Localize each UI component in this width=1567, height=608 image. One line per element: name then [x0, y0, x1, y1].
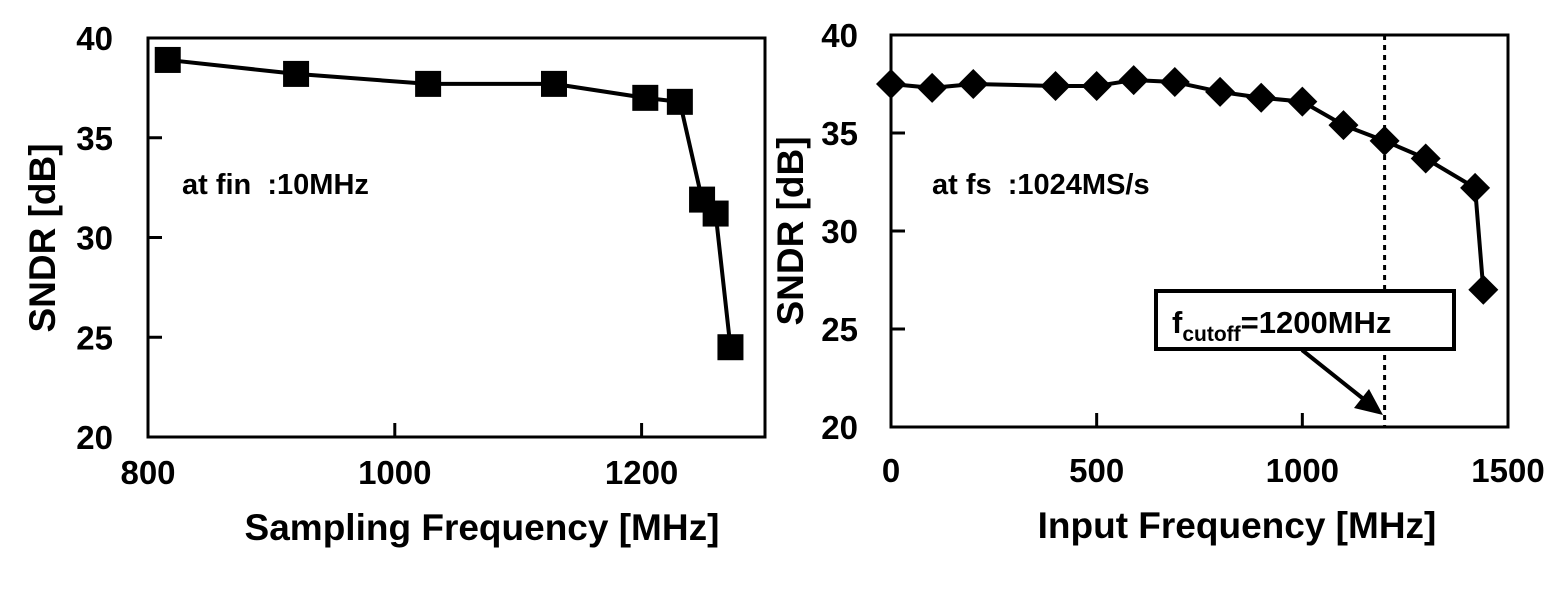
- y-tick-label: 25: [76, 319, 113, 356]
- y-tick-label: 20: [821, 409, 858, 446]
- chart-right: 0 500 1000 1500 20 25 30 35 40 at fs :1024MS/s f…: [770, 17, 1545, 546]
- data-point-diamond: [1460, 172, 1491, 203]
- data-point-square: [717, 334, 744, 361]
- y-tick-label: 20: [76, 419, 113, 456]
- data-point-diamond: [1081, 70, 1112, 101]
- y-tick-label: 40: [76, 20, 113, 57]
- cutoff-callout-arrowhead: [1354, 389, 1383, 415]
- data-point-diamond: [1287, 86, 1318, 117]
- data-point-square: [283, 60, 310, 87]
- chart-left-ticks: 800 1000 1200 20 25 30 35 40: [76, 20, 678, 491]
- y-tick-label: 30: [76, 220, 113, 257]
- cutoff-callout-arrow-line: [1300, 348, 1368, 403]
- data-point-diamond: [1159, 67, 1190, 98]
- data-point-diamond: [876, 69, 906, 99]
- data-point-diamond: [1468, 274, 1499, 305]
- x-tick-label: 1500: [1471, 452, 1544, 489]
- data-point-square: [666, 88, 693, 115]
- y-tick-label: 25: [821, 311, 858, 348]
- data-point-diamond: [1040, 70, 1071, 101]
- x-tick-label: 1000: [358, 454, 431, 491]
- data-point-diamond: [1246, 82, 1277, 113]
- chart-right-annotation: at fs :1024MS/s: [932, 169, 1150, 201]
- x-tick-label: 1200: [605, 454, 678, 491]
- data-point-square: [632, 84, 659, 111]
- data-point-square: [154, 46, 181, 73]
- cutoff-callout: fcutoff=1200MHz: [1154, 289, 1456, 415]
- data-point-diamond: [1118, 65, 1149, 96]
- cutoff-callout-box: [1154, 289, 1456, 351]
- y-tick-label: 35: [821, 115, 858, 152]
- x-tick-label: 800: [120, 454, 175, 491]
- chart-right-series: [876, 65, 1499, 305]
- data-point-diamond: [1410, 143, 1441, 174]
- data-point-square: [702, 200, 729, 227]
- data-point-diamond: [1369, 125, 1400, 156]
- chart-left-series: [154, 46, 744, 361]
- data-point-diamond: [917, 72, 948, 103]
- chart-right-x-axis-title: Input Frequency [MHz]: [1038, 505, 1437, 546]
- cutoff-label-f: f: [1172, 305, 1183, 340]
- cutoff-callout-label: fcutoff=1200MHz: [1172, 305, 1391, 346]
- chart-right-plot-area: [889, 33, 1510, 429]
- cutoff-label-subscript: cutoff: [1182, 323, 1241, 346]
- data-point-diamond: [1328, 110, 1359, 141]
- x-tick-label: 1000: [1266, 452, 1339, 489]
- x-tick-label: 500: [1069, 452, 1124, 489]
- data-point-square: [540, 70, 567, 97]
- data-point-diamond: [1205, 76, 1236, 107]
- chart-left-x-axis-title: Sampling Frequency [MHz]: [245, 507, 720, 548]
- chart-right-ticks: 0 500 1000 1500 20 25 30 35 40: [821, 17, 1544, 489]
- y-tick-label: 40: [821, 17, 858, 54]
- chart-right-y-axis-title: SNDR [dB]: [770, 136, 811, 325]
- cutoff-label-value: =1200MHz: [1241, 305, 1392, 340]
- chart-left-annotation: at fin :10MHz: [182, 169, 369, 201]
- chart-left: 800 1000 1200 20 25 30 35 40 at fin :10MHz Samp…: [22, 20, 767, 548]
- data-point-diamond: [958, 69, 989, 99]
- y-tick-label: 35: [76, 120, 113, 157]
- data-point-square: [415, 70, 442, 97]
- y-tick-label: 30: [821, 213, 858, 250]
- chart-left-y-axis-title: SNDR [dB]: [22, 143, 63, 332]
- x-tick-label: 0: [882, 452, 900, 489]
